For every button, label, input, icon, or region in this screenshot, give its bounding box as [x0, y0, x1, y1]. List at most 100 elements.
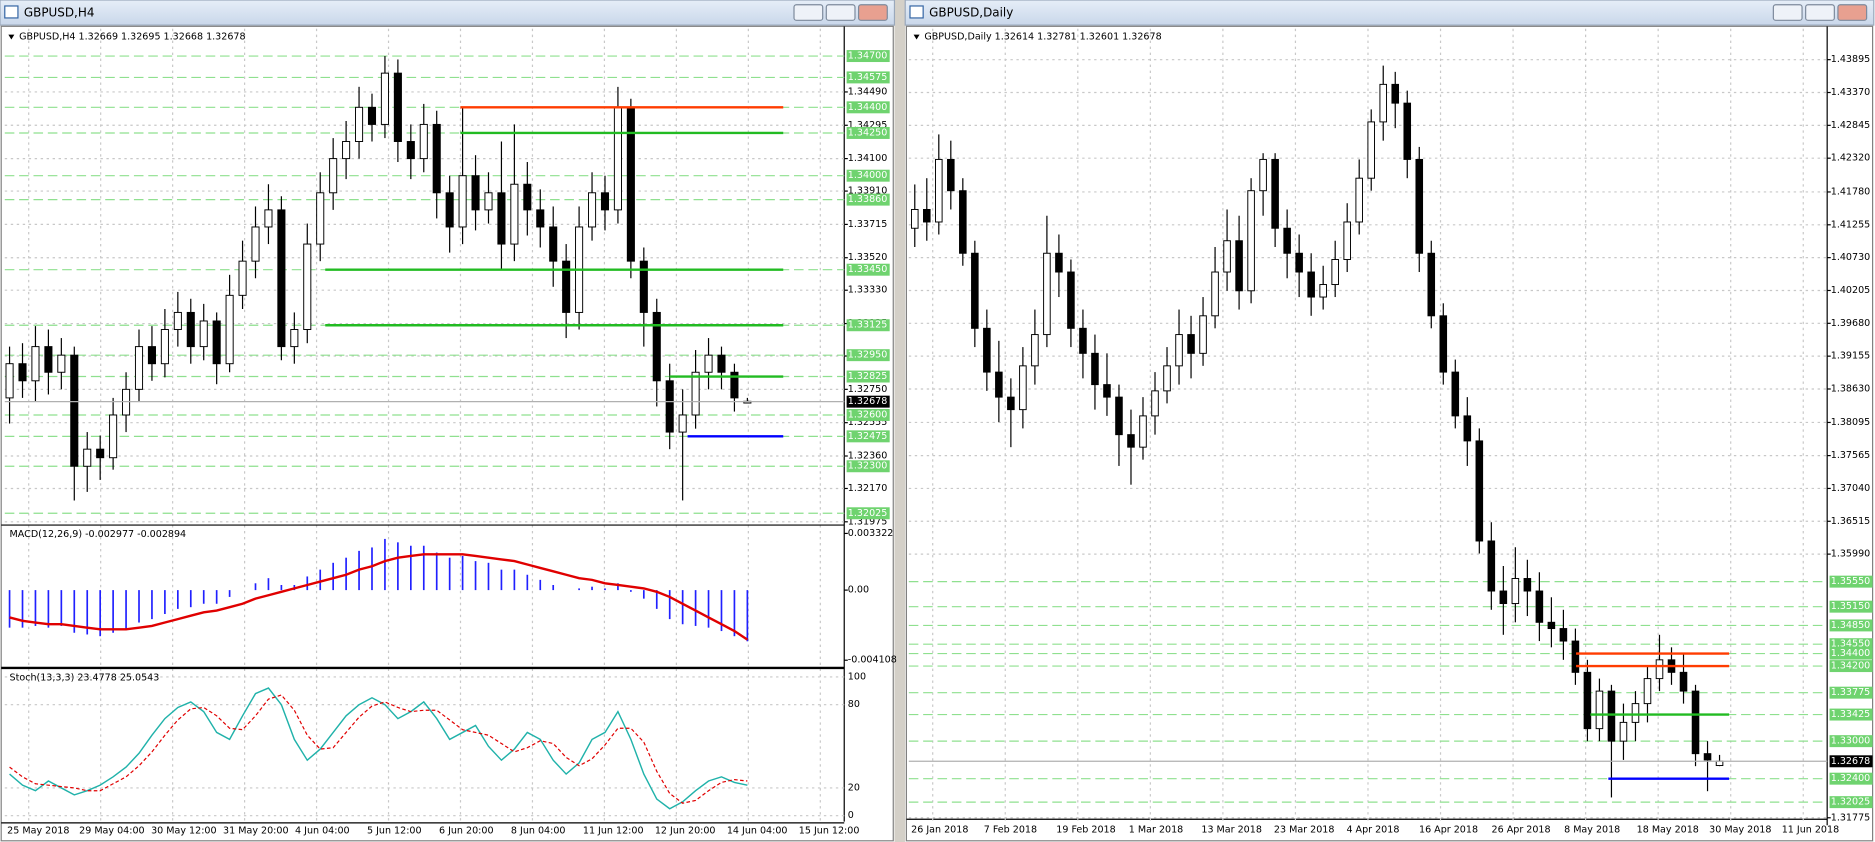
- date-label: 26 Jan 2018: [911, 825, 968, 836]
- level-label-bg: [1829, 575, 1873, 588]
- level-label-bg: [846, 101, 890, 114]
- date-label: 4 Apr 2018: [1346, 825, 1399, 836]
- level-label: 1.34000: [848, 170, 887, 181]
- candle-body: [5, 363, 14, 399]
- candle-body: [1163, 365, 1171, 392]
- price-tick-label: 1.42320: [1831, 153, 1870, 164]
- candle-body: [70, 354, 79, 467]
- restore-button[interactable]: [1805, 4, 1835, 21]
- candle-body: [691, 371, 700, 416]
- candle-body: [1139, 415, 1147, 448]
- level-label: 1.32400: [1831, 773, 1870, 784]
- date-label: 11 Jun 2018: [1782, 825, 1839, 836]
- candle-body: [923, 208, 931, 223]
- price-tick-label: 1.38630: [1831, 383, 1870, 394]
- candle-body: [1595, 690, 1604, 730]
- price-tick-label: 1.41255: [1831, 219, 1870, 230]
- candle-body: [1115, 396, 1123, 436]
- candle-body: [1355, 177, 1363, 223]
- candle-body: [1271, 158, 1279, 229]
- candle-body: [393, 72, 402, 142]
- macd-label: MACD(12,26,9) -0.002977 -0.002894: [10, 529, 187, 540]
- price-tick-label: 1.33715: [848, 219, 887, 230]
- candle-body: [600, 192, 610, 211]
- candle-body: [31, 346, 40, 382]
- level-label-bg: [846, 126, 890, 139]
- header-arrow: [913, 34, 920, 40]
- macd-tick-label: 0.003322: [848, 528, 894, 539]
- date-label: 16 Apr 2018: [1419, 825, 1478, 836]
- level-label-bg: [846, 71, 890, 84]
- level-label-bg: [846, 370, 890, 383]
- candle-body: [134, 346, 144, 390]
- stoch-label: Stoch(13,3,3) 23.4778 25.0543: [10, 673, 160, 684]
- date-label: 23 Mar 2018: [1274, 825, 1335, 836]
- candle-body: [160, 329, 169, 365]
- close-button[interactable]: [857, 4, 888, 21]
- level-label: 1.34250: [848, 127, 887, 138]
- title-bar: [904, 0, 1875, 26]
- level-label: 1.33425: [1831, 709, 1870, 720]
- date-label: 1 Mar 2018: [1129, 825, 1183, 836]
- minimize-button[interactable]: [793, 4, 824, 21]
- date-label: 11 Jun 12:00: [583, 826, 644, 837]
- stoch-tick-label: 20: [848, 782, 860, 793]
- price-tick-label: 1.38095: [1831, 417, 1870, 428]
- candle-body: [1619, 721, 1628, 742]
- candle-body: [1583, 671, 1592, 730]
- candle-body: [1283, 227, 1291, 254]
- candle-body: [458, 175, 467, 228]
- candle-body: [225, 294, 234, 365]
- candle-body: [1547, 621, 1556, 630]
- candle-body: [1559, 628, 1568, 642]
- candle-body: [471, 175, 480, 211]
- level-label: 1.34550: [1831, 639, 1870, 650]
- candle-body: [935, 158, 943, 223]
- date-label: 6 Jun 20:00: [439, 826, 494, 837]
- current-price-label: 1.32678: [1831, 756, 1870, 767]
- price-tick-label: 1.34100: [848, 153, 887, 164]
- candle-body: [83, 448, 92, 467]
- level-label: 1.32300: [848, 461, 887, 472]
- level-label-bg: [1829, 647, 1873, 660]
- candle-body: [1079, 327, 1087, 354]
- date-label: 8 Jun 04:00: [511, 826, 566, 837]
- candle-body: [238, 260, 247, 296]
- candle-body: [1187, 334, 1195, 354]
- level-label: 1.34400: [848, 102, 887, 113]
- candle-body: [536, 209, 545, 228]
- price-tick-label: 1.43895: [1831, 54, 1870, 65]
- candle-body: [406, 141, 415, 160]
- window-icon: [909, 5, 924, 19]
- date-label: 14 Jun 04:00: [727, 826, 788, 837]
- candle-body: [1199, 315, 1207, 354]
- price-tick-label: 1.36515: [1831, 516, 1870, 527]
- date-label: 30 May 12:00: [151, 826, 216, 837]
- candle-body: [1535, 590, 1544, 623]
- candle-body: [1439, 315, 1448, 373]
- current-price-bg: [846, 395, 890, 408]
- minimize-button[interactable]: [1772, 4, 1803, 21]
- date-label: 19 Feb 2018: [1056, 825, 1115, 836]
- candle-body: [1571, 640, 1580, 673]
- price-tick-label: 1.32360: [848, 451, 887, 462]
- date-label: 29 May 04:00: [79, 826, 144, 837]
- candle-body: [1091, 352, 1099, 386]
- candle-body: [329, 158, 338, 194]
- close-button[interactable]: [1837, 4, 1868, 21]
- candle-body: [1307, 271, 1315, 298]
- candle-body: [147, 346, 156, 365]
- level-label: 1.32475: [848, 431, 887, 442]
- candle-body: [1463, 415, 1472, 442]
- stoch-tick-label: 100: [848, 671, 866, 682]
- level-label: 1.32025: [1831, 797, 1870, 808]
- current-price-label: 1.32678: [848, 396, 887, 407]
- candle-body: [18, 363, 27, 382]
- price-tick-label: 1.32750: [848, 384, 887, 395]
- level-label-bg: [1829, 686, 1873, 699]
- candle-body: [652, 311, 661, 382]
- level-label-bg: [846, 263, 890, 276]
- candle-body: [1007, 396, 1015, 411]
- restore-button[interactable]: [825, 4, 856, 21]
- candle-body: [704, 354, 713, 373]
